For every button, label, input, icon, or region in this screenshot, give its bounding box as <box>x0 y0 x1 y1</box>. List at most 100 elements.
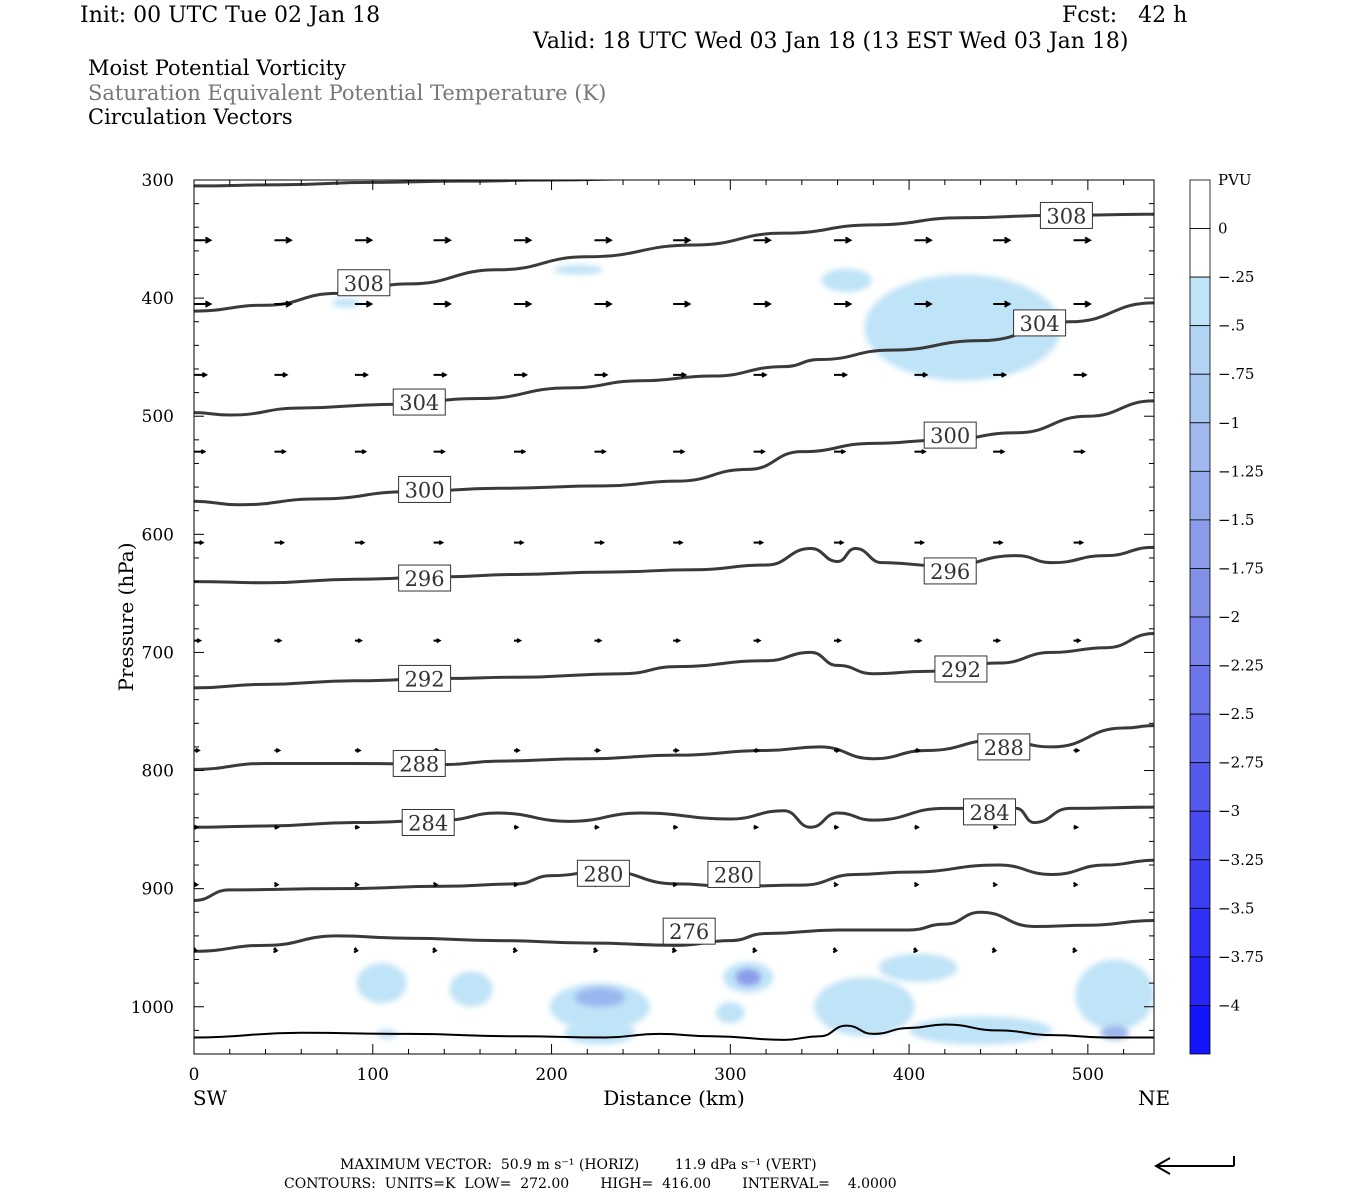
circulation-vector <box>274 300 293 308</box>
valid-time: Valid: 18 UTC Wed 03 Jan 18 (13 EST Wed … <box>533 29 1129 54</box>
vector-head <box>285 300 293 308</box>
vector-head <box>602 372 609 378</box>
circulation-vector <box>274 236 293 244</box>
colorbar-swatch <box>1189 422 1211 472</box>
contour-label-box <box>398 475 452 503</box>
vector-head <box>444 300 452 308</box>
colorbar-swatch <box>1189 713 1211 764</box>
forecast-hour: Fcst: 42 h <box>1062 3 1188 28</box>
contour-label-box <box>1013 309 1067 337</box>
vector-head <box>516 638 523 644</box>
contour-label-box <box>923 421 977 449</box>
circulation-vector <box>673 824 679 830</box>
vector-head <box>764 300 772 308</box>
vector-head <box>835 747 841 753</box>
y-tick-label: 600 <box>142 525 174 545</box>
pv-shading-area <box>1075 959 1154 1031</box>
circulation-vector <box>1072 881 1079 888</box>
circulation-vector <box>914 300 933 308</box>
pv-shading-area <box>716 1002 745 1024</box>
circulation-vector <box>594 372 609 378</box>
vector-head <box>915 747 922 753</box>
contour-label-box <box>398 664 452 692</box>
circulation-vector <box>1072 947 1078 954</box>
vector-head <box>365 300 374 308</box>
vector-head <box>674 747 680 753</box>
vector-head <box>1084 300 1092 308</box>
circulation-vector <box>753 747 761 753</box>
circulation-vector <box>194 747 201 753</box>
vector-head <box>841 372 849 378</box>
circulation-vector <box>354 449 368 455</box>
theta-es-contour-304 <box>194 301 1154 417</box>
contour-info: CONTOURS: UNITS=K LOW= 272.00 HIGH= 416.… <box>284 1176 897 1192</box>
max-vector-info: MAXIMUM VECTOR: 50.9 m s⁻¹ (HORIZ) 11.9 … <box>340 1157 817 1173</box>
pv-shading-area <box>553 265 604 275</box>
contour-label-292: 292 <box>405 667 445 691</box>
vector-head <box>274 824 280 830</box>
theta-es-contour-292 <box>194 632 1154 690</box>
vector-head <box>359 540 366 546</box>
theta-es-contour-surface <box>194 1023 1154 1041</box>
vector-head <box>1084 236 1092 244</box>
circulation-vector <box>914 824 920 830</box>
circulation-vector <box>273 881 280 888</box>
circulation-vector <box>194 540 205 546</box>
colorbar-label: −3.75 <box>1218 948 1264 966</box>
vector-head <box>913 948 919 954</box>
vector-head <box>1073 824 1080 830</box>
pv-shading-area <box>449 971 493 1007</box>
y-tick-label: 1000 <box>131 998 174 1018</box>
vector-head <box>1073 882 1079 888</box>
colorbar-swatch <box>1189 325 1211 375</box>
pv-shading-area <box>909 1016 1053 1045</box>
vector-head <box>594 824 600 830</box>
contour-label-box <box>662 917 716 945</box>
contour-label-box <box>576 859 630 887</box>
vector-head <box>596 638 603 644</box>
vector-head <box>441 372 448 378</box>
colorbar-label: −2.25 <box>1218 657 1264 675</box>
circulation-vector <box>513 824 520 830</box>
vector-head <box>275 747 282 753</box>
colorbar-unit: PVU <box>1218 171 1252 189</box>
contour-label-box <box>398 564 452 592</box>
circulation-vector <box>353 947 360 954</box>
circulation-vector <box>1073 638 1082 644</box>
circulation-vector <box>514 449 527 455</box>
circulation-vector <box>993 540 1004 546</box>
circulation-vector <box>273 947 279 954</box>
vector-head <box>520 449 527 455</box>
vector-head <box>194 824 200 830</box>
vector-head <box>925 300 933 308</box>
contour-label-300: 300 <box>930 424 970 448</box>
vector-head <box>519 540 525 546</box>
colorbar-swatch <box>1189 373 1211 424</box>
vector-head <box>925 236 933 244</box>
circulation-vector <box>432 881 439 888</box>
circulation-vector <box>993 236 1012 244</box>
circulation-vector <box>194 638 203 644</box>
colorbar-swatch <box>1189 179 1211 229</box>
circulation-vector <box>514 638 523 644</box>
vector-head <box>201 372 209 378</box>
colorbar-label: −2.75 <box>1218 754 1264 772</box>
contour-label-304: 304 <box>399 391 439 415</box>
vector-head <box>998 540 1004 546</box>
vector-head <box>679 449 686 455</box>
vector-head <box>353 948 360 954</box>
circulation-vector <box>753 638 762 644</box>
x-tick-label: 0 <box>189 1065 200 1085</box>
contour-label-box <box>392 749 446 777</box>
vector-head <box>513 882 520 888</box>
circulation-vector <box>194 236 213 244</box>
x-tick-label: 400 <box>893 1065 925 1085</box>
colorbar-swatch <box>1189 810 1211 861</box>
vector-head <box>593 948 599 954</box>
circulation-vector <box>354 372 369 378</box>
vector-head <box>839 540 845 546</box>
circulation-vector <box>354 540 366 546</box>
contour-label-box <box>923 557 977 585</box>
vector-head <box>194 882 200 888</box>
